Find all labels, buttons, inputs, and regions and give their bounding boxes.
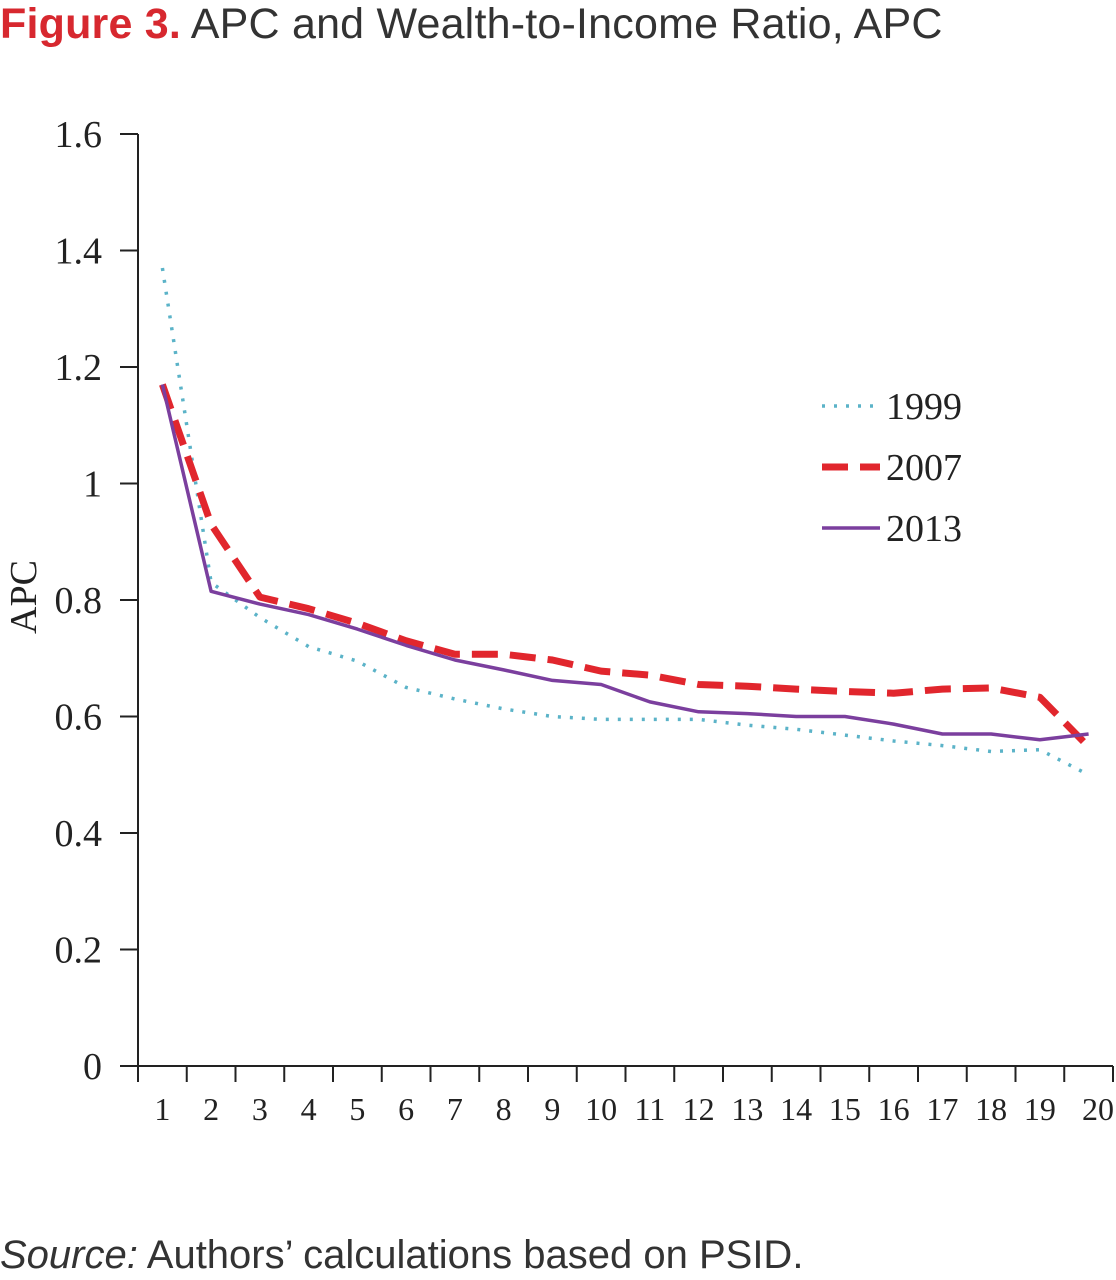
y-tick-label: 0.8	[55, 580, 103, 622]
source-note: Source: Authors’ calculations based on P…	[0, 1232, 803, 1278]
source-label: Source:	[0, 1233, 138, 1277]
series-lines	[159, 267, 1092, 777]
x-tick-label: 2	[203, 1091, 219, 1127]
x-tick-label: 15	[829, 1091, 861, 1127]
x-tick-label: 6	[398, 1091, 414, 1127]
y-axis: 0 0.2 0.4 0.6 0.8 1 1.2 1.4 1.6	[55, 114, 139, 1088]
y-tick-label: 1.2	[55, 347, 103, 389]
figure-title-text: APC and Wealth-to-Income Ratio, APC	[190, 0, 943, 48]
x-tick-label: 12	[683, 1091, 715, 1127]
source-text: Authors’ calculations based on PSID.	[146, 1233, 804, 1277]
legend-label-2007: 2007	[886, 447, 962, 489]
figure-title: Figure 3. APC and Wealth-to-Income Ratio…	[0, 0, 943, 48]
series-line-2013	[160, 384, 1089, 742]
y-tick-label: 0.6	[55, 697, 103, 739]
y-tick-label: 0	[83, 1046, 102, 1088]
x-tick-label: 8	[496, 1091, 512, 1127]
legend-label-2013: 2013	[886, 508, 962, 550]
y-tick-label: 0.2	[55, 930, 103, 972]
y-axis-label: APC	[3, 560, 45, 634]
x-tick-label: 3	[252, 1091, 268, 1127]
x-tick-label: 13	[731, 1091, 763, 1127]
apc-line-chart: 00.20.40.60.811.21.41.6 1 2 3 4 5 6 7 8 9 10 11 12 1…	[3, 114, 1114, 1127]
x-tick-label: 14	[780, 1091, 812, 1127]
figure-label: Figure 3.	[0, 0, 182, 48]
y-tick-label: 0.4	[55, 813, 103, 855]
x-tick-label: 9	[544, 1091, 560, 1127]
legend-label-1999: 1999	[886, 386, 962, 428]
y-tick-label: 1	[83, 464, 102, 506]
x-tick-label: 11	[634, 1091, 665, 1127]
x-tick-label: 16	[878, 1091, 910, 1127]
x-tick-label: 1	[154, 1091, 170, 1127]
series-line-2007	[159, 383, 1092, 750]
x-tick-label: 4	[301, 1091, 317, 1127]
x-tick-label: 7	[447, 1091, 463, 1127]
legend: 1999 2007 2013	[822, 386, 962, 550]
x-tick-label: 10	[585, 1091, 617, 1127]
y-tick-label: 1.4	[55, 231, 103, 273]
x-tick-label: 19	[1024, 1091, 1056, 1127]
x-axis: 1 2 3 4 5 6 7 8 9 10 11 12 13 14 15 16 17 18 19 20	[137, 1065, 1114, 1127]
y-tick-label: 1.6	[55, 114, 103, 156]
x-tick-label: 5	[349, 1091, 365, 1127]
x-tick-label: 18	[975, 1091, 1007, 1127]
x-tick-label: 20	[1082, 1091, 1114, 1127]
x-tick-label: 17	[926, 1091, 958, 1127]
